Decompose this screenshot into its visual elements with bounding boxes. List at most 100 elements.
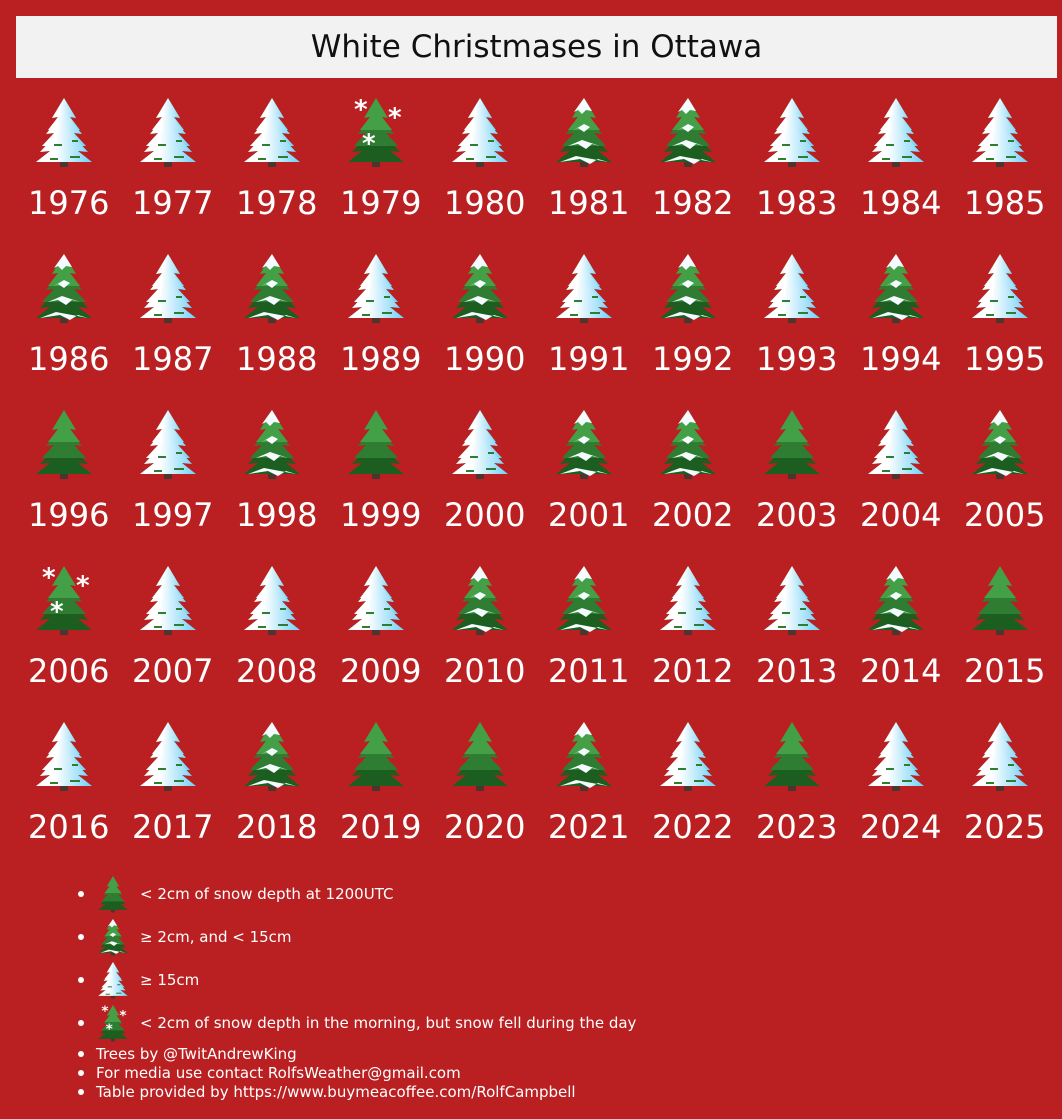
credit-note: For media use contact RolfsWeather@gmail… — [78, 1063, 636, 1082]
year-label: 2020 — [444, 808, 526, 846]
year-label: 2018 — [236, 808, 318, 846]
year-cell: 2025 — [948, 712, 1052, 868]
year-label: 1986 — [28, 340, 110, 378]
year-label: 1987 — [132, 340, 214, 378]
year-cell: 2021 — [532, 712, 636, 868]
legend-label: ≥ 15cm — [140, 970, 200, 989]
snowy-tree-icon — [858, 720, 934, 792]
year-label: 2015 — [964, 652, 1046, 690]
light-snow-tree-icon — [546, 564, 622, 636]
legend-item: < 2cm of snow depth at 1200UTC — [78, 872, 636, 915]
snowy-tree-icon — [130, 252, 206, 324]
light-snow-tree-icon — [234, 252, 310, 324]
light-snow-tree-icon — [442, 564, 518, 636]
year-label: 1976 — [28, 184, 110, 222]
snowy-tree-icon — [234, 96, 310, 168]
snowy-tree-icon — [962, 720, 1038, 792]
year-cell: 1998 — [220, 400, 324, 556]
snowy-tree-icon — [546, 252, 622, 324]
year-label: 1990 — [444, 340, 526, 378]
year-cell: 1982 — [636, 88, 740, 244]
year-label: 2009 — [340, 652, 422, 690]
snowfall-tree-icon: * * * — [96, 1004, 130, 1042]
legend-item: ≥ 2cm, and < 15cm — [78, 915, 636, 958]
year-cell: 2014 — [844, 556, 948, 712]
bullet-icon — [78, 890, 84, 897]
year-cell: 2018 — [220, 712, 324, 868]
year-label: 1981 — [548, 184, 630, 222]
legend: < 2cm of snow depth at 1200UTC ≥ 2cm, and… — [78, 872, 636, 1101]
legend-label: < 2cm of snow depth in the morning, but … — [140, 1013, 637, 1032]
snowy-tree-icon — [650, 720, 726, 792]
green-tree-icon — [754, 408, 830, 480]
year-cell: 2009 — [324, 556, 428, 712]
bullet-icon — [78, 1019, 84, 1026]
snowy-tree-icon — [858, 96, 934, 168]
light-snow-tree-icon — [546, 720, 622, 792]
year-cell: 1984 — [844, 88, 948, 244]
year-label: 2017 — [132, 808, 214, 846]
year-cell: 2011 — [532, 556, 636, 712]
year-label: 2007 — [132, 652, 214, 690]
svg-text:*: * — [50, 597, 64, 627]
green-tree-icon — [96, 875, 130, 913]
year-label: 1997 — [132, 496, 214, 534]
year-cell: 1990 — [428, 244, 532, 400]
year-label: 2006 — [28, 652, 110, 690]
title-bar: White Christmases in Ottawa — [16, 16, 1057, 78]
year-label: 2023 — [756, 808, 838, 846]
year-cell: 2022 — [636, 712, 740, 868]
credit-note: Trees by @TwitAndrewKing — [78, 1044, 636, 1063]
snowy-tree-icon — [338, 252, 414, 324]
snowy-tree-icon — [650, 564, 726, 636]
year-cell: 2000 — [428, 400, 532, 556]
year-cell: 2001 — [532, 400, 636, 556]
year-cell: 1976 — [12, 88, 116, 244]
snowy-tree-icon — [130, 408, 206, 480]
snowy-tree-icon — [130, 720, 206, 792]
snowy-tree-icon — [96, 961, 130, 999]
year-cell: 1981 — [532, 88, 636, 244]
year-cell: 2013 — [740, 556, 844, 712]
year-cell: 1977 — [116, 88, 220, 244]
year-label: 2010 — [444, 652, 526, 690]
year-cell: 1991 — [532, 244, 636, 400]
light-snow-tree-icon — [650, 252, 726, 324]
year-cell: 1987 — [116, 244, 220, 400]
year-label: 2000 — [444, 496, 526, 534]
year-cell: 2016 — [12, 712, 116, 868]
year-label: 2019 — [340, 808, 422, 846]
snowy-tree-icon — [130, 96, 206, 168]
year-label: 2002 — [652, 496, 734, 534]
year-label: 2016 — [28, 808, 110, 846]
green-tree-icon — [338, 720, 414, 792]
light-snow-tree-icon — [234, 720, 310, 792]
year-cell: 1985 — [948, 88, 1052, 244]
svg-text:*: * — [106, 1021, 113, 1037]
year-label: 1991 — [548, 340, 630, 378]
snowy-tree-icon — [234, 564, 310, 636]
year-cell: 1994 — [844, 244, 948, 400]
svg-text:*: * — [42, 564, 56, 593]
year-label: 1982 — [652, 184, 734, 222]
green-tree-icon — [338, 408, 414, 480]
svg-text:*: * — [119, 1007, 126, 1023]
bullet-icon — [78, 976, 84, 983]
year-label: 2011 — [548, 652, 630, 690]
year-cell: 1997 — [116, 400, 220, 556]
year-cell: 2007 — [116, 556, 220, 712]
year-cell: 2015 — [948, 556, 1052, 712]
svg-text:*: * — [388, 103, 402, 133]
svg-text:*: * — [101, 1004, 108, 1020]
bullet-icon — [78, 1050, 84, 1057]
bullet-icon — [78, 933, 84, 940]
light-snow-tree-icon — [858, 564, 934, 636]
snowy-tree-icon — [962, 252, 1038, 324]
year-cell: 1992 — [636, 244, 740, 400]
light-snow-tree-icon — [234, 408, 310, 480]
legend-label: ≥ 2cm, and < 15cm — [140, 927, 292, 946]
green-tree-icon — [442, 720, 518, 792]
year-label: 2025 — [964, 808, 1046, 846]
year-label: 1994 — [860, 340, 942, 378]
year-cell: 1989 — [324, 244, 428, 400]
